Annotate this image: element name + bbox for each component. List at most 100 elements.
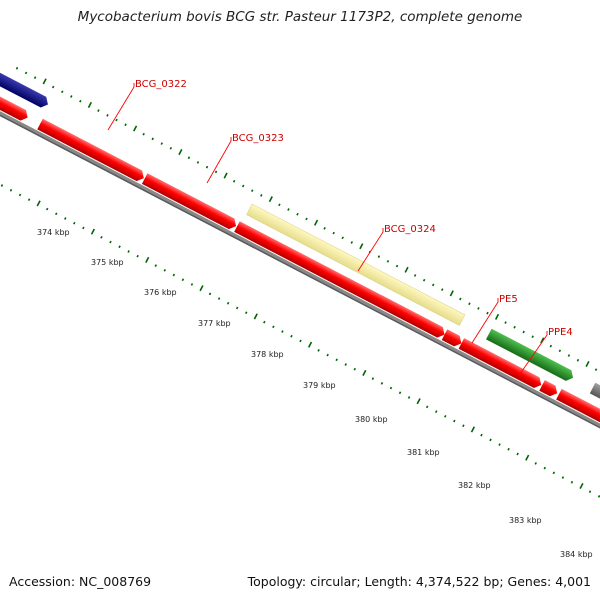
bcg-0322-leader-line	[107, 83, 135, 131]
genome-backbone	[0, 101, 600, 438]
scale-minor-tick	[335, 358, 338, 362]
outer-minor-tick	[332, 231, 335, 235]
gene-feature	[539, 380, 558, 397]
outer-minor-tick	[422, 278, 426, 282]
scale-minor-tick	[118, 245, 121, 249]
scale-label-383-kbp: 383 kbp	[509, 516, 542, 525]
scale-major-tick	[307, 341, 313, 348]
outer-major-tick	[42, 78, 47, 85]
scale-label-375-kbp: 375 kbp	[91, 258, 124, 267]
outer-minor-tick	[323, 227, 326, 230]
gene-label-bcg-0322: BCG_0322	[135, 79, 187, 90]
outer-minor-tick	[296, 212, 299, 216]
gene-bcg-0324-feature	[234, 221, 445, 338]
outer-minor-tick	[567, 354, 571, 357]
outer-minor-tick	[232, 179, 236, 183]
scale-major-tick	[90, 228, 96, 235]
scale-minor-tick	[407, 396, 411, 399]
outer-minor-tick	[341, 236, 344, 240]
scale-label-381-kbp: 381 kbp	[407, 448, 440, 457]
bcg-0324-leader-line	[357, 228, 384, 272]
outer-minor-tick	[522, 330, 525, 334]
outer-minor-tick	[151, 137, 154, 141]
scale-minor-tick	[561, 476, 565, 479]
scale-minor-tick	[380, 381, 384, 385]
outer-major-tick	[404, 266, 409, 273]
outer-minor-tick	[531, 335, 534, 339]
gene-ppe4-feature	[458, 338, 542, 388]
outer-minor-tick	[15, 66, 19, 70]
outer-major-tick	[223, 172, 228, 179]
scale-minor-tick	[9, 188, 13, 192]
scale-minor-tick	[389, 386, 393, 390]
outer-minor-tick	[386, 259, 390, 263]
scale-minor-tick	[190, 283, 194, 286]
outer-major-tick	[133, 125, 138, 132]
outer-minor-tick	[196, 161, 200, 164]
scale-tick-track	[0, 184, 600, 498]
gene-label-bcg-0324: BCG_0324	[384, 224, 436, 235]
outer-minor-tick	[441, 288, 444, 291]
outer-minor-tick	[169, 146, 173, 150]
scale-label-380-kbp: 380 kbp	[355, 415, 388, 424]
outer-minor-tick	[79, 99, 82, 103]
scale-minor-tick	[55, 212, 58, 216]
outer-minor-tick	[278, 203, 281, 207]
scale-minor-tick	[371, 377, 375, 380]
outer-minor-tick	[97, 109, 100, 112]
outer-major-tick	[178, 149, 183, 156]
outer-minor-tick	[377, 255, 381, 258]
outer-minor-tick	[413, 274, 417, 277]
outer-tick-track	[15, 66, 598, 372]
outer-minor-tick	[160, 142, 163, 145]
scale-minor-tick	[100, 235, 103, 239]
scale-minor-tick	[82, 226, 85, 230]
outer-minor-tick	[24, 71, 28, 75]
outer-minor-tick	[477, 307, 480, 310]
scale-major-tick	[579, 482, 584, 490]
gene-bcg-0324-outer-feature	[246, 203, 466, 326]
outer-minor-tick	[558, 349, 562, 353]
scale-minor-tick	[73, 221, 76, 225]
scale-major-tick	[199, 285, 204, 292]
scale-label-376-kbp: 376 kbp	[144, 288, 177, 297]
outer-major-tick	[449, 290, 454, 297]
outer-minor-tick	[33, 76, 37, 79]
outer-minor-tick	[305, 217, 308, 221]
outer-minor-tick	[504, 321, 507, 324]
scale-label-374-kbp: 374 kbp	[37, 228, 70, 237]
scale-minor-tick	[534, 462, 537, 465]
scale-minor-tick	[45, 207, 49, 211]
outer-major-tick	[268, 196, 273, 203]
scale-major-tick	[145, 256, 150, 263]
gene-feature	[0, 90, 28, 121]
outer-minor-tick	[70, 95, 73, 98]
scale-label-377-kbp: 377 kbp	[198, 319, 231, 328]
scale-minor-tick	[398, 391, 402, 395]
outer-minor-tick	[115, 118, 118, 122]
scale-minor-tick	[281, 330, 284, 333]
scale-minor-tick	[18, 193, 22, 197]
outer-minor-tick	[486, 311, 489, 315]
scale-minor-tick	[299, 339, 302, 343]
scale-minor-tick	[290, 334, 293, 338]
scale-minor-tick	[235, 306, 239, 310]
scale-major-tick	[416, 398, 421, 405]
outer-minor-tick	[214, 170, 218, 174]
scale-major-tick	[525, 454, 530, 461]
pe5-leader-line	[471, 298, 499, 344]
scale-minor-tick	[444, 414, 447, 418]
outer-major-tick	[87, 101, 92, 108]
scale-minor-tick	[317, 349, 320, 352]
scale-major-tick	[253, 313, 258, 320]
scale-minor-tick	[154, 264, 157, 267]
scale-major-tick	[362, 369, 367, 376]
scale-label-384-kbp: 384 kbp	[560, 550, 593, 559]
outer-minor-tick	[287, 208, 290, 211]
outer-minor-tick	[260, 194, 263, 197]
scale-minor-tick	[462, 424, 465, 428]
gene-feature	[556, 388, 586, 412]
bcg-0323-leader-line	[206, 137, 232, 184]
outer-minor-tick	[61, 90, 64, 94]
